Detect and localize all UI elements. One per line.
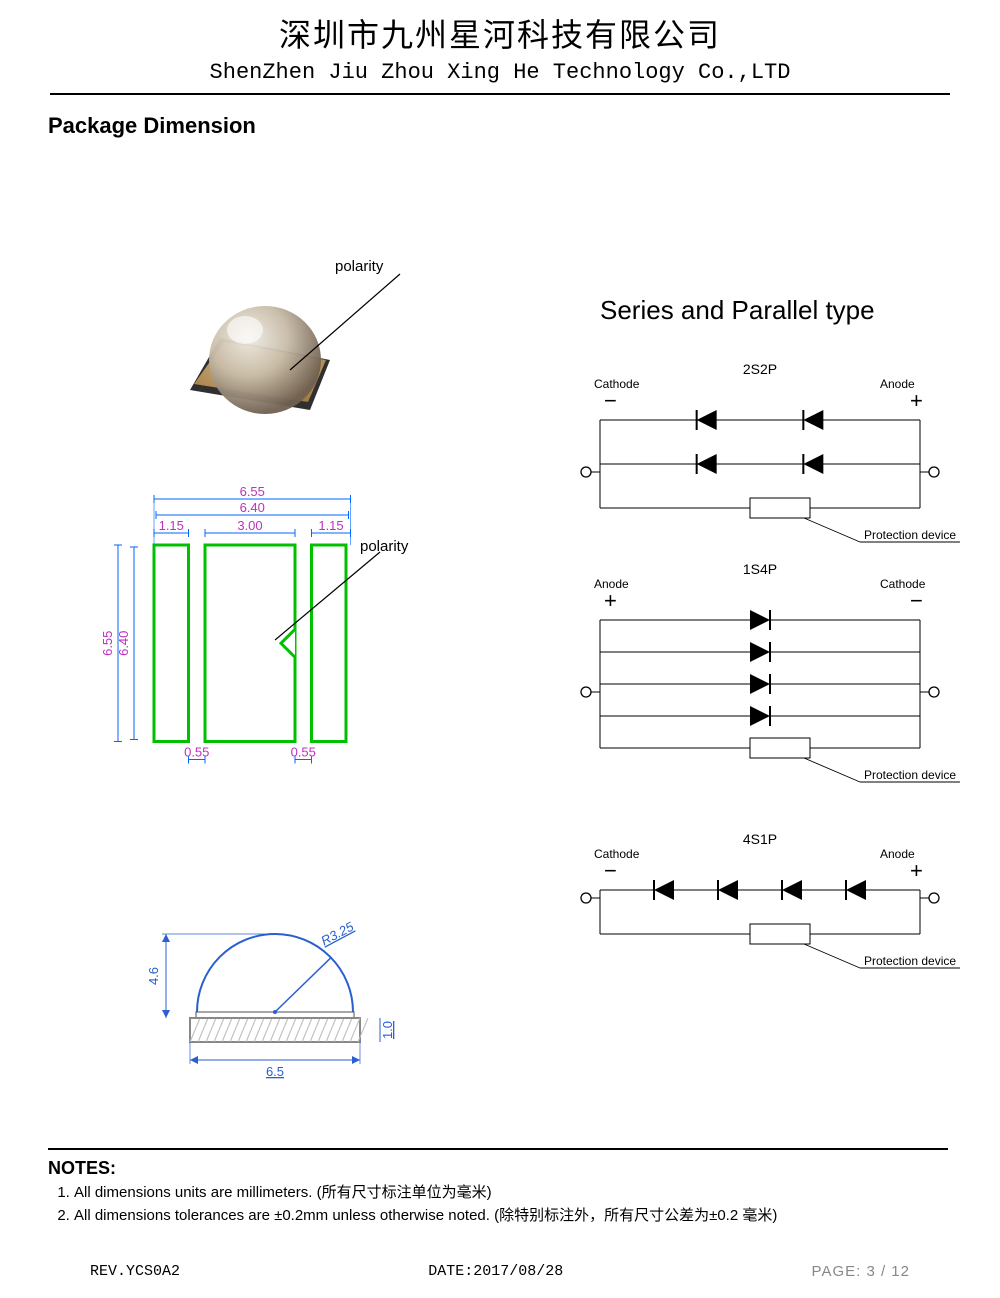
svg-text:1.15: 1.15	[318, 518, 343, 533]
notes-title: NOTES:	[48, 1158, 948, 1179]
svg-text:−: −	[910, 588, 923, 613]
svg-text:4.6: 4.6	[146, 967, 161, 985]
svg-text:+: +	[910, 388, 923, 413]
svg-text:1S4P: 1S4P	[743, 561, 777, 577]
company-header: 深圳市九州星河科技有限公司 ShenZhen Jiu Zhou Xing He …	[0, 0, 1000, 85]
svg-text:Protection device: Protection device	[864, 528, 956, 542]
svg-text:+: +	[910, 858, 923, 883]
svg-text:Protection device: Protection device	[864, 954, 956, 968]
svg-text:+: +	[604, 588, 617, 613]
page-footer: REV.YCS0A2 DATE:2017/08/28 PAGE: 3 / 12	[0, 1263, 1000, 1280]
svg-text:6.5: 6.5	[266, 1064, 284, 1079]
footer-date: DATE:2017/08/28	[428, 1263, 563, 1280]
svg-text:−: −	[604, 388, 617, 413]
svg-text:0.55: 0.55	[184, 745, 209, 760]
svg-text:6.40: 6.40	[116, 631, 131, 656]
polarity-label-1: polarity	[335, 258, 383, 275]
profile-drawing: R3.25 4.6 6.5 1.0	[130, 882, 410, 1092]
circuit-1s4p: 1S4PAnodeCathode+−Protection device	[560, 560, 960, 805]
svg-text:1.15: 1.15	[159, 518, 184, 533]
section-title: Package Dimension	[48, 113, 1000, 139]
svg-text:3.00: 3.00	[237, 518, 262, 533]
company-name-en: ShenZhen Jiu Zhou Xing He Technology Co.…	[0, 60, 1000, 85]
notes-list: All dimensions units are millimeters. (所…	[48, 1181, 948, 1225]
footer-rev: REV.YCS0A2	[90, 1263, 180, 1280]
svg-text:1.0: 1.0	[380, 1021, 395, 1039]
polarity-leader-1	[280, 262, 420, 392]
svg-text:6.40: 6.40	[240, 500, 265, 515]
series-parallel-title: Series and Parallel type	[600, 295, 875, 326]
circuit-2s2p: 2S2PCathodeAnode−+Protection device	[560, 360, 960, 545]
notes-block: NOTES: All dimensions units are millimet…	[48, 1148, 948, 1227]
note-2: All dimensions tolerances are ±0.2mm unl…	[74, 1204, 948, 1225]
svg-text:−: −	[604, 858, 617, 883]
circuit-4s1p: 4S1PCathodeAnode−+Protection device	[560, 830, 960, 1005]
svg-text:6.55: 6.55	[100, 631, 115, 656]
svg-text:Protection device: Protection device	[864, 768, 956, 782]
company-name-cn: 深圳市九州星河科技有限公司	[0, 10, 1000, 56]
header-rule	[50, 93, 950, 95]
svg-text:0.55: 0.55	[291, 745, 316, 760]
note-1: All dimensions units are millimeters. (所…	[74, 1181, 948, 1202]
polarity-leader-2	[270, 540, 400, 660]
svg-text:4S1P: 4S1P	[743, 831, 777, 847]
polarity-label-2: polarity	[360, 538, 408, 555]
svg-text:2S2P: 2S2P	[743, 361, 777, 377]
svg-text:R3.25: R3.25	[318, 918, 356, 948]
footer-page: PAGE: 3 / 12	[812, 1263, 910, 1280]
svg-text:6.55: 6.55	[240, 485, 265, 499]
